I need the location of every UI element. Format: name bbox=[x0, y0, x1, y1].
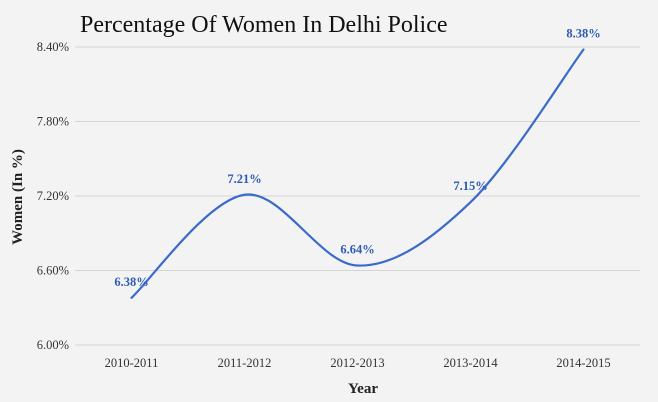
y-tick-label: 6.00% bbox=[37, 338, 69, 352]
x-axis-title: Year bbox=[348, 381, 378, 397]
x-tick-label: 2010-2011 bbox=[105, 356, 159, 370]
y-tick-label: 7.20% bbox=[37, 189, 69, 203]
y-tick-label: 6.60% bbox=[37, 264, 69, 278]
data-label: 7.21% bbox=[227, 172, 261, 186]
y-tick-label: 7.80% bbox=[37, 115, 69, 129]
x-tick-label: 2012-2013 bbox=[330, 356, 384, 370]
series-line bbox=[130, 48, 585, 299]
series-group bbox=[130, 48, 585, 299]
y-tick-label: 8.40% bbox=[37, 40, 69, 54]
x-tick-label: 2014-2015 bbox=[556, 356, 610, 370]
chart-title: Percentage Of Women In Delhi Police bbox=[80, 12, 448, 38]
x-axis-ticks: 2010-2011 2011-2012 2012-2013 2013-2014 2014… bbox=[105, 356, 611, 370]
x-tick-label: 2011-2012 bbox=[218, 356, 272, 370]
y-axis-title: Women (In %) bbox=[10, 149, 26, 245]
data-label: 6.38% bbox=[114, 275, 148, 289]
data-label: 6.64% bbox=[340, 243, 374, 257]
data-labels: 6.38% 7.21% 6.64% 7.15% 8.38% bbox=[114, 26, 600, 288]
data-label: 8.38% bbox=[566, 26, 600, 40]
x-tick-label: 2013-2014 bbox=[443, 356, 498, 370]
y-axis-ticks: 6.00% 6.60% 7.20% 7.80% 8.40% bbox=[37, 40, 69, 352]
gridlines bbox=[75, 46, 640, 346]
data-label: 7.15% bbox=[453, 179, 487, 193]
